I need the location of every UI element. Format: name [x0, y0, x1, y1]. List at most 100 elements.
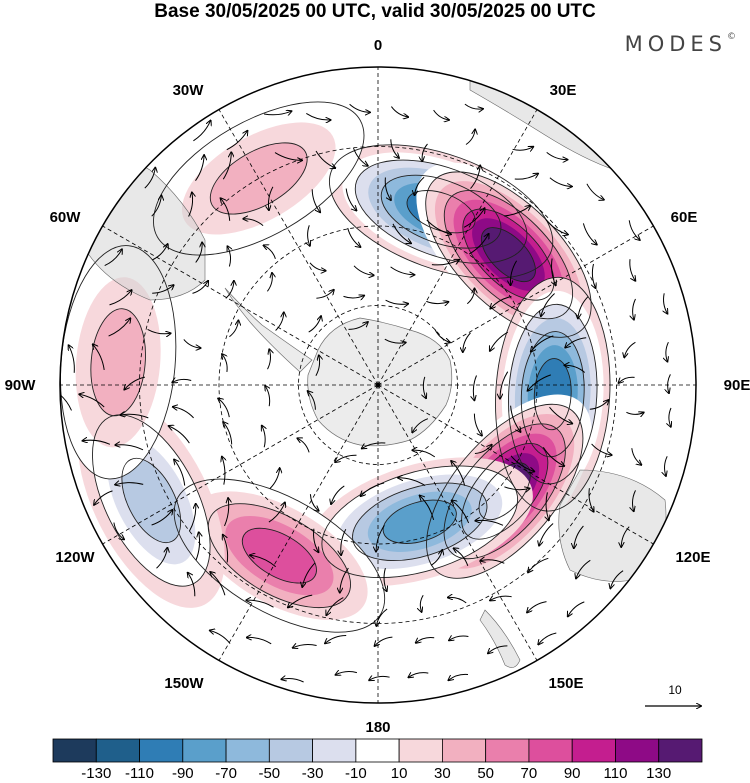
wind-arrow [144, 168, 156, 189]
wind-arrow [610, 570, 624, 589]
wind-arrow [172, 379, 192, 382]
wind-arrow [362, 442, 386, 449]
wind-arrow [269, 468, 280, 489]
wind-arrow [341, 528, 347, 555]
colorbar-tick-label: -30 [302, 765, 324, 782]
wind-arrow [621, 526, 630, 547]
wind-arrow [375, 636, 393, 646]
logo-text: MODES [624, 32, 727, 56]
wind-arrow [222, 152, 231, 180]
wind-arrow [468, 234, 488, 255]
contour-line [461, 442, 549, 540]
wind-arrow [565, 337, 587, 348]
contour-line [328, 144, 554, 279]
wind-arrow [454, 548, 469, 566]
wind-arrow [504, 206, 530, 217]
colorbar-swatch [268, 738, 313, 763]
wind-arrow [195, 155, 205, 181]
wind-arrow [267, 273, 272, 292]
meridian-line [377, 384, 654, 545]
wind-arrow [192, 281, 209, 294]
wind-arrow [315, 355, 320, 376]
wind-arrow [664, 293, 668, 313]
wind-arrow [293, 645, 317, 648]
wind-arrow [415, 176, 425, 195]
wind-arrow [426, 219, 451, 234]
wind-arrow [510, 455, 534, 472]
wind-arrow [669, 407, 671, 427]
wind-arrow [243, 219, 264, 226]
wind-arrow [546, 152, 568, 159]
colorbar-swatch [441, 738, 487, 763]
contour-line [382, 499, 457, 544]
wind-arrow [384, 177, 391, 201]
wind-arrow [431, 260, 459, 266]
contour-line [508, 303, 598, 485]
longitude-label: 0 [374, 37, 382, 54]
wind-arrow [264, 245, 276, 259]
antarctic-peninsula [224, 287, 313, 373]
wind-arrow [188, 193, 193, 217]
contour-line [462, 208, 555, 301]
wind-arrow [223, 422, 233, 445]
wind-arrow [490, 596, 512, 600]
wind-arrow [448, 597, 467, 604]
wind-arrow [488, 645, 508, 653]
wind-arrow [582, 223, 596, 244]
contour-line [92, 414, 211, 587]
contour-line [90, 308, 146, 417]
longitude-label: 90W [5, 377, 37, 394]
wind-arrow [433, 109, 449, 120]
wind-arrow [451, 461, 466, 486]
wind-arrow [316, 290, 333, 299]
wind-arrow [528, 557, 549, 572]
wind-arrow [369, 676, 390, 680]
wind-arrow [281, 678, 304, 683]
colorbar-swatch [225, 738, 270, 763]
wind-arrow [628, 220, 640, 240]
south-pole-marker [375, 382, 381, 388]
wind-arrow [353, 147, 368, 166]
colorbar-tick-label: 10 [391, 765, 408, 782]
meridian-line [218, 384, 379, 661]
wind-arrow [183, 339, 201, 348]
wind-arrow [222, 457, 225, 485]
wind-arrow [313, 528, 319, 552]
wind-arrow [210, 572, 226, 596]
wind-arrow [336, 672, 358, 675]
wind-arrow [151, 196, 162, 217]
wind-arrow [385, 299, 409, 304]
wind-arrow [500, 371, 509, 399]
wind-arrow [422, 143, 428, 161]
meridian-line [102, 225, 379, 386]
wind-arrow [343, 296, 365, 298]
wind-arrow [463, 332, 471, 352]
longitude-label: 30E [550, 82, 577, 99]
wind-arrow [510, 405, 521, 432]
colorbar-tick-label: -70 [215, 765, 237, 782]
wind-arrow [113, 522, 124, 540]
wind-arrow [275, 312, 284, 331]
wind-arrow [412, 450, 436, 458]
wind-arrow [473, 375, 477, 401]
longitude-label: 150W [164, 675, 204, 692]
longitude-labels: 0 30E 60E 90E 120E 150E 180 150W 120W 90W 60W 30W [5, 37, 750, 736]
wind-arrow [423, 376, 426, 398]
wind-arrow [325, 635, 347, 644]
wind-arrow [376, 525, 385, 551]
wind-arrow [512, 147, 534, 150]
wind-arrow [246, 600, 274, 608]
contour-line [354, 159, 528, 264]
wind-arrow [262, 426, 265, 448]
wind-arrow [409, 673, 429, 678]
colorbar-swatch [355, 738, 400, 763]
wind-arrow [480, 560, 505, 564]
wind-arrow [109, 290, 132, 306]
wind-arrow [426, 301, 448, 303]
wind-arrow [473, 413, 482, 436]
contour-line [443, 423, 566, 560]
colorbar-tick-label: -130 [81, 765, 111, 782]
wind-arrow [541, 293, 555, 317]
wind-arrow [631, 448, 642, 465]
